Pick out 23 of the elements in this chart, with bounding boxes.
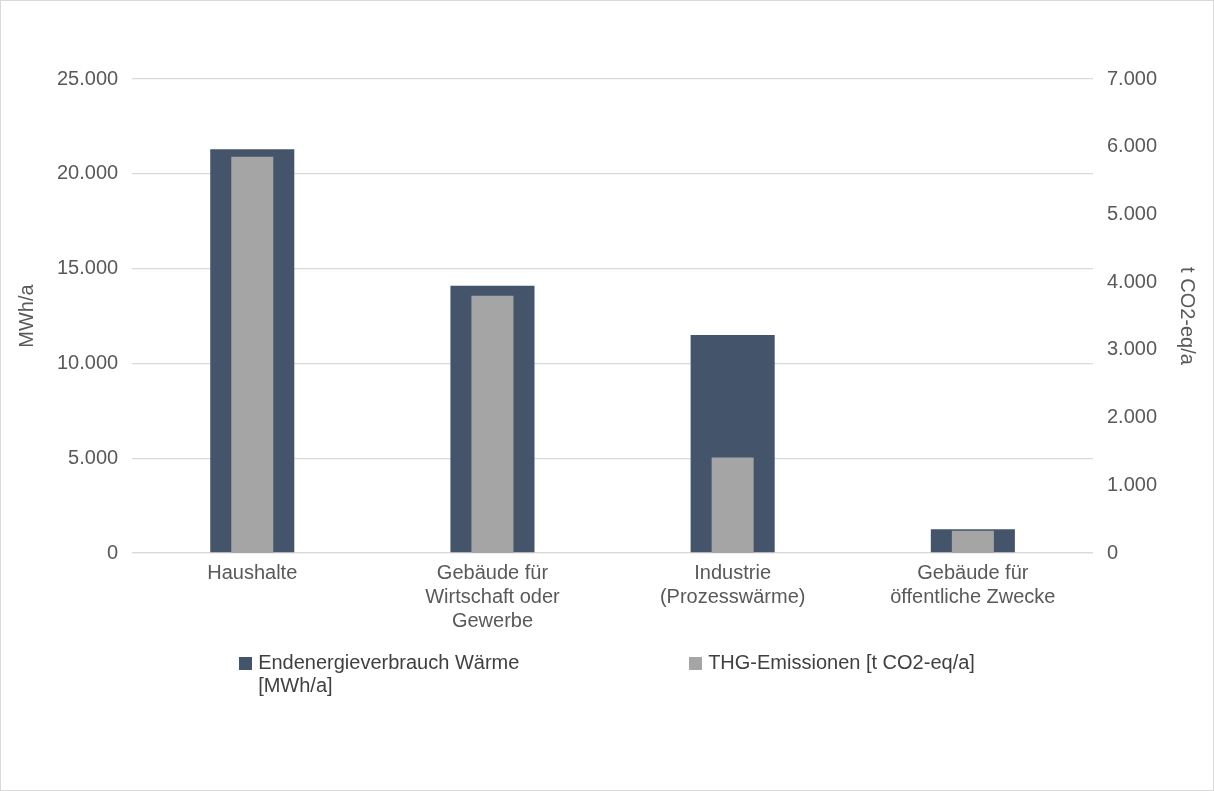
y2-tick-label: 0 [1106,540,1119,563]
x-tick-label: Industrie (Prozesswärme) [659,560,806,607]
y-tick-label: 10.000 [57,350,119,373]
x-tick-label: Gebäude für öffentliche Zwecke [890,560,1056,607]
y2-tick-label: 3.000 [1106,337,1158,360]
y-axis-title: MWh/a [14,283,37,348]
y-tick-label: 25.000 [57,66,119,89]
y-tick-label: 5.000 [68,445,119,468]
x-tick-label: Haushalte [207,560,298,583]
y2-tick-label: 7.000 [1106,66,1158,89]
y2-axis-title: t CO2-eq/a [1177,267,1200,366]
y2-tick-label: 1.000 [1106,472,1158,495]
bar [711,457,754,553]
y2-tick-label: 4.000 [1106,269,1158,292]
y2-tick-label: 6.000 [1106,134,1158,157]
legend-label: THG-Emissionen [t CO2-eq/a] [708,651,975,674]
legend-label: Endenergieverbrauch Wärme [MWh/a] [258,651,521,697]
x-tick-label: Gebäude für Wirtschaft oder Gewerbe [425,560,561,631]
y-tick-label: 0 [107,540,119,563]
y-tick-label: 15.000 [57,256,119,279]
y2-tick-label: 2.000 [1106,405,1158,428]
y2-tick-label: 5.000 [1106,201,1158,224]
y-tick-label: 20.000 [57,161,119,184]
